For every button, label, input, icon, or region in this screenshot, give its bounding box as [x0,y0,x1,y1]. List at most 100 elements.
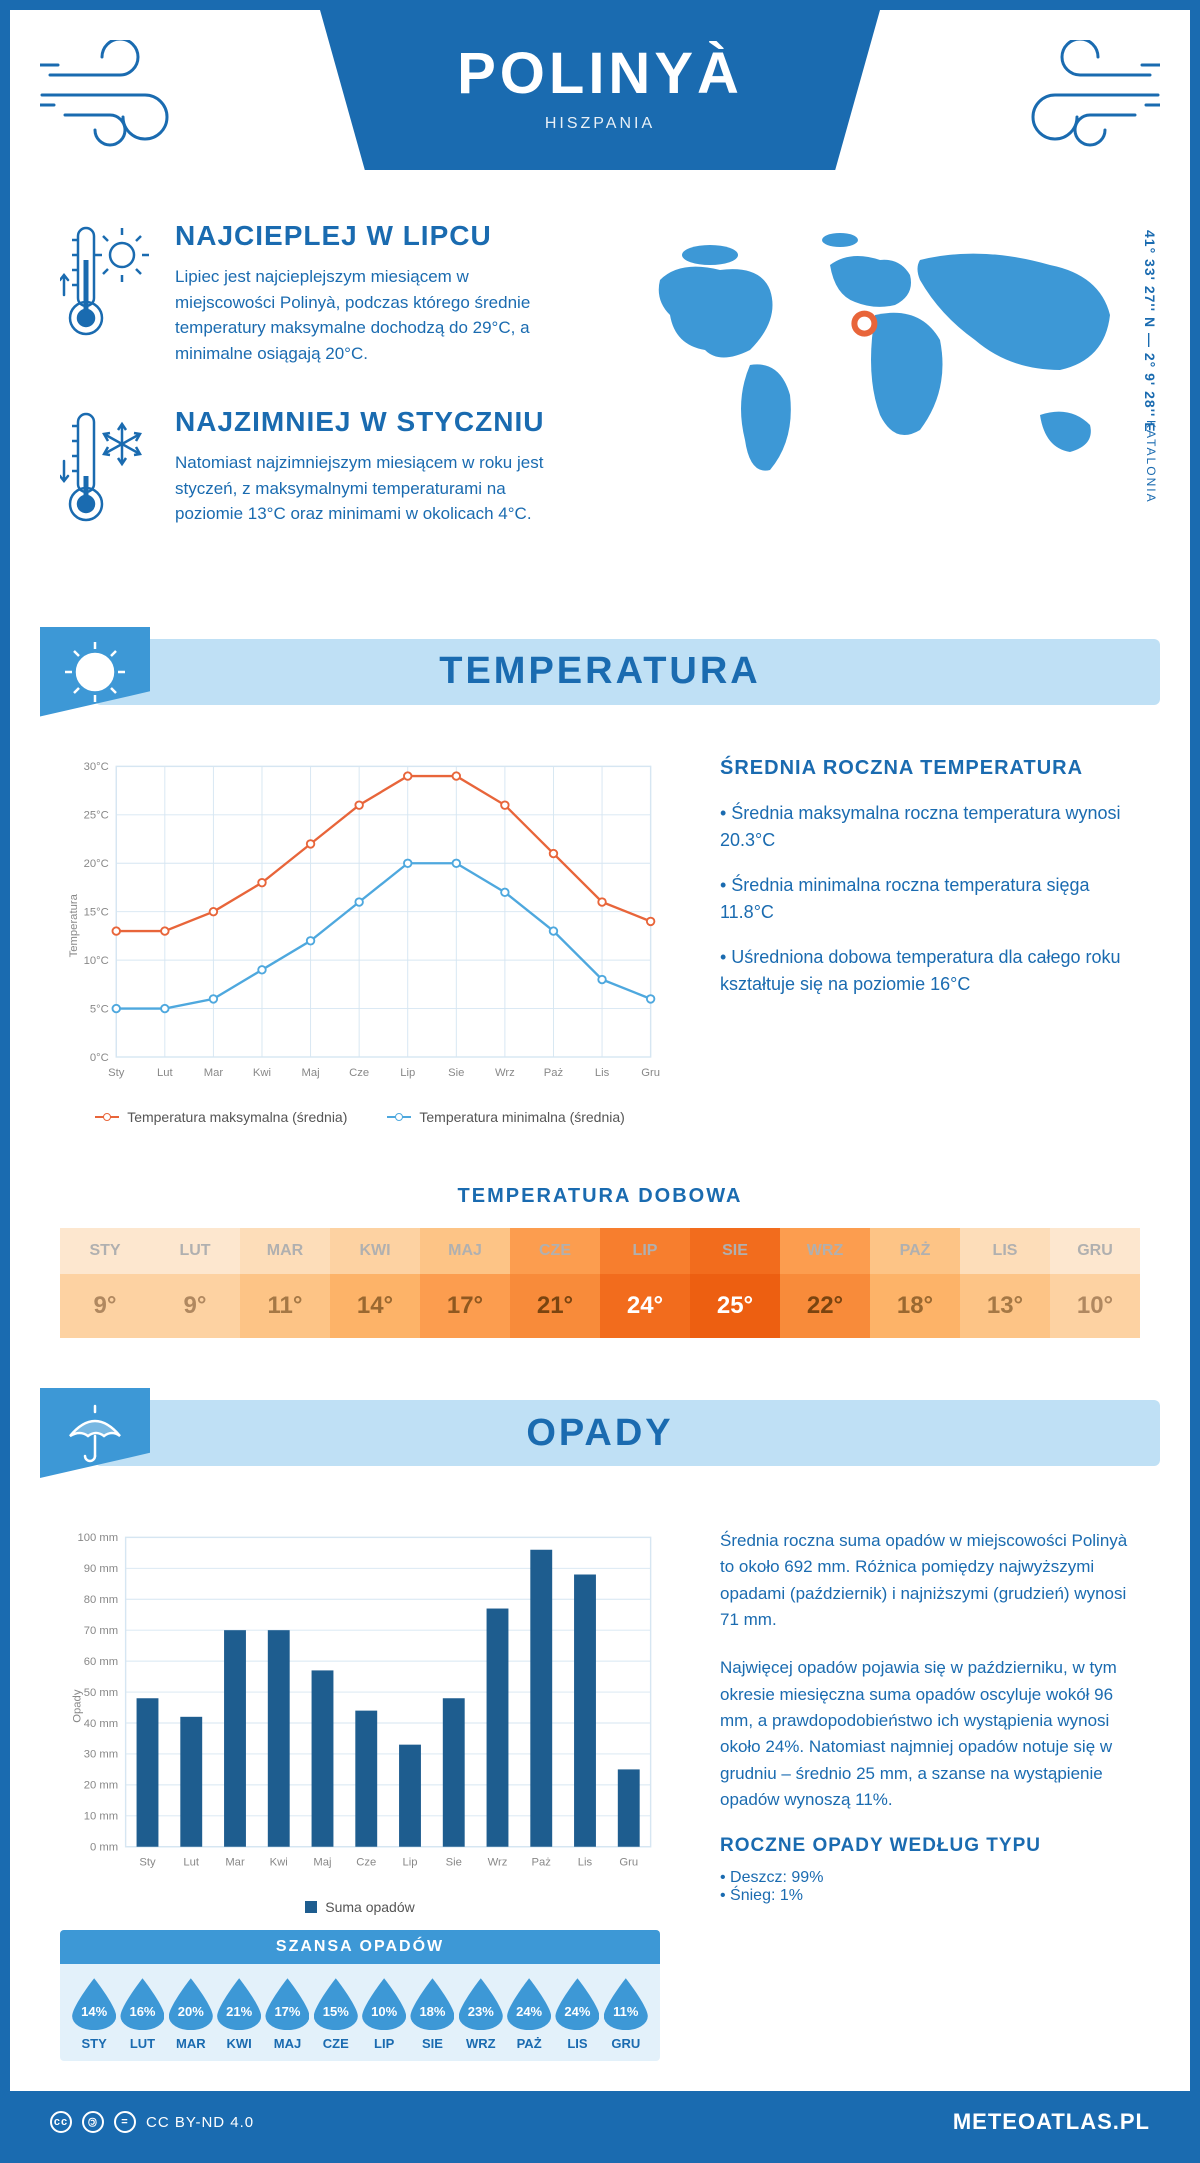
svg-text:Wrz: Wrz [495,1066,515,1078]
chance-cell: 23%WRZ [457,1978,505,2051]
svg-text:15°C: 15°C [84,906,109,918]
by-icon: 🄯 [82,2111,104,2133]
legend-max: Temperatura maksymalna (średnia) [127,1109,347,1125]
svg-text:Cze: Cze [349,1066,369,1078]
svg-text:Sie: Sie [446,1857,462,1869]
fact-hot: NAJCIEPLEJ W LIPCU Lipiec jest najcieple… [60,220,570,366]
rain-drop-icon: 11% [604,1978,648,2030]
header-banner: POLINYÀ HISZPANIA [320,10,880,170]
chance-month: MAJ [263,2036,311,2051]
svg-text:Paż: Paż [544,1066,564,1078]
heat-cell: LUT9° [150,1228,240,1338]
chance-cell: 24% LIS [553,1978,601,2051]
thermometer-sun-icon [60,220,150,340]
intro: NAJCIEPLEJ W LIPCU Lipiec jest najcieple… [10,200,1190,607]
license: cc 🄯 = CC BY-ND 4.0 [50,2111,254,2133]
svg-text:80 mm: 80 mm [84,1594,118,1606]
heat-value: 18° [870,1274,960,1338]
rain-chance-title: SZANSA OPADÓW [60,1930,660,1964]
world-map-box: 41° 33' 27'' N — 2° 9' 28'' E KATALONIA [620,220,1140,567]
header: POLINYÀ HISZPANIA [10,10,1190,200]
heat-value: 10° [1050,1274,1140,1338]
chance-month: CZE [312,2036,360,2051]
svg-text:Mar: Mar [225,1857,245,1869]
temp-bullet: • Średnia minimalna roczna temperatura s… [720,872,1140,926]
city-name: POLINYÀ [320,40,880,107]
svg-text:Sie: Sie [448,1066,464,1078]
chance-month: MAR [167,2036,215,2051]
heat-cell: PAŻ18° [870,1228,960,1338]
precip-rain: • Deszcz: 99% [720,1869,1140,1887]
svg-text:Opady: Opady [72,1689,84,1723]
chance-cell: 15% CZE [312,1978,360,2051]
chance-cell: 21%KWI [215,1978,263,2051]
chance-cell: 11%GRU [602,1978,650,2051]
heat-cell: GRU10° [1050,1228,1140,1338]
heat-cell: SIE25° [690,1228,780,1338]
chance-cell: 14%STY [70,1978,118,2051]
svg-text:50 mm: 50 mm [84,1687,118,1699]
svg-text:Lis: Lis [595,1066,610,1078]
precip-legend: Suma opadów [60,1899,660,1915]
chance-month: LUT [118,2036,166,2051]
svg-text:Wrz: Wrz [488,1857,508,1869]
heat-month: CZE [510,1228,600,1274]
svg-text:Temperatura: Temperatura [68,893,80,957]
heat-cell: CZE21° [510,1228,600,1338]
heat-month: LIS [960,1228,1050,1274]
chance-cell: 18%SIE [408,1978,456,2051]
heat-month: SIE [690,1228,780,1274]
footer: cc 🄯 = CC BY-ND 4.0 METEOATLAS.PL [10,2091,1190,2153]
world-map [620,220,1140,500]
svg-text:90 mm: 90 mm [84,1563,118,1575]
rain-drop-icon: 23% [459,1978,503,2030]
legend-precip: Suma opadów [325,1899,415,1915]
svg-text:Lut: Lut [183,1857,200,1869]
wind-icon [40,40,200,150]
heatmap-title: TEMPERATURA DOBOWA [10,1185,1190,1208]
rain-drop-icon: 24% [507,1978,551,2030]
svg-text:Lut: Lut [157,1066,174,1078]
rain-drop-icon: 24% [555,1978,599,2030]
heat-value: 22° [780,1274,870,1338]
heat-value: 14° [330,1274,420,1338]
temperature-legend: Temperatura maksymalna (średnia) Tempera… [60,1109,660,1125]
precipitation-chart: 0 mm10 mm20 mm30 mm40 mm50 mm60 mm70 mm8… [60,1528,660,2061]
heat-month: MAJ [420,1228,510,1274]
rain-chance-box: SZANSA OPADÓW 14%STY16%LUT20%MAR21%KWI17… [60,1930,660,2061]
svg-text:40 mm: 40 mm [84,1718,118,1730]
rain-drop-icon: 17% [265,1978,309,2030]
infographic-frame: POLINYÀ HISZPANIA [0,0,1200,2163]
precip-p1: Średnia roczna suma opadów w miejscowośc… [720,1528,1140,1633]
temperature-heatmap: STY9°LUT9°MAR11°KWI14°MAJ17°CZE21°LIP24°… [60,1228,1140,1338]
temp-bullet: • Średnia maksymalna roczna temperatura … [720,800,1140,854]
heat-value: 9° [60,1274,150,1338]
heat-month: PAŻ [870,1228,960,1274]
region-label: KATALONIA [1144,420,1158,504]
fact-hot-text: Lipiec jest najcieplejszym miesiącem w m… [175,264,570,366]
temp-bullet: • Uśredniona dobowa temperatura dla całe… [720,944,1140,998]
section-title: TEMPERATURA [439,650,761,693]
svg-text:Lip: Lip [402,1857,417,1869]
heat-value: 21° [510,1274,600,1338]
svg-text:Paż: Paż [532,1857,552,1869]
chance-cell: 10%LIP [360,1978,408,2051]
chance-month: STY [70,2036,118,2051]
heat-cell: KWI14° [330,1228,420,1338]
rain-drop-icon: 15% [314,1978,358,2030]
svg-text:10 mm: 10 mm [84,1811,118,1823]
chance-month: LIS [553,2036,601,2051]
chance-month: PAŻ [505,2036,553,2051]
chance-cell: 16% LUT [118,1978,166,2051]
svg-text:Cze: Cze [356,1857,376,1869]
rain-drop-icon: 16% [120,1978,164,2030]
svg-text:Kwi: Kwi [253,1066,271,1078]
heat-cell: STY9° [60,1228,150,1338]
rain-drop-icon: 18% [410,1978,454,2030]
heat-month: LUT [150,1228,240,1274]
heat-cell: WRZ22° [780,1228,870,1338]
heat-month: STY [60,1228,150,1274]
precipitation-info: Średnia roczna suma opadów w miejscowośc… [720,1528,1140,2061]
chance-cell: 24% PAŻ [505,1978,553,2051]
coordinates: 41° 33' 27'' N — 2° 9' 28'' E [1142,230,1158,433]
